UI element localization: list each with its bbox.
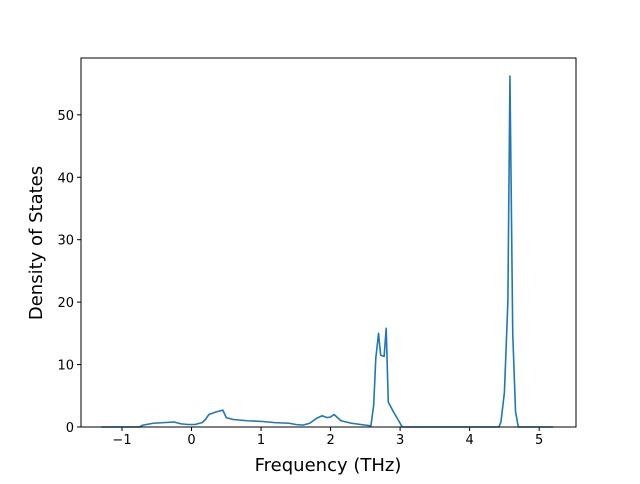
y-tick-label: 30 [57,234,74,249]
x-tick-label: 2 [326,433,334,448]
x-axis-label: Frequency (THz) [255,455,402,476]
x-tick-label: 3 [396,433,404,448]
x-tick-label: 1 [257,433,265,448]
y-tick-label: 50 [57,109,74,124]
x-tick-label: −1 [112,433,131,448]
x-tick-label: 4 [465,433,473,448]
y-tick-label: 20 [57,296,74,311]
plot-frame [80,57,577,428]
y-tick-label: 0 [66,421,74,436]
line [101,75,554,428]
y-tick-label: 10 [57,359,74,374]
x-tick-label: 5 [535,433,543,448]
y-axis-label: Density of States [26,166,47,320]
y-tick-label: 40 [57,171,74,186]
x-tick-label: 0 [187,433,195,448]
